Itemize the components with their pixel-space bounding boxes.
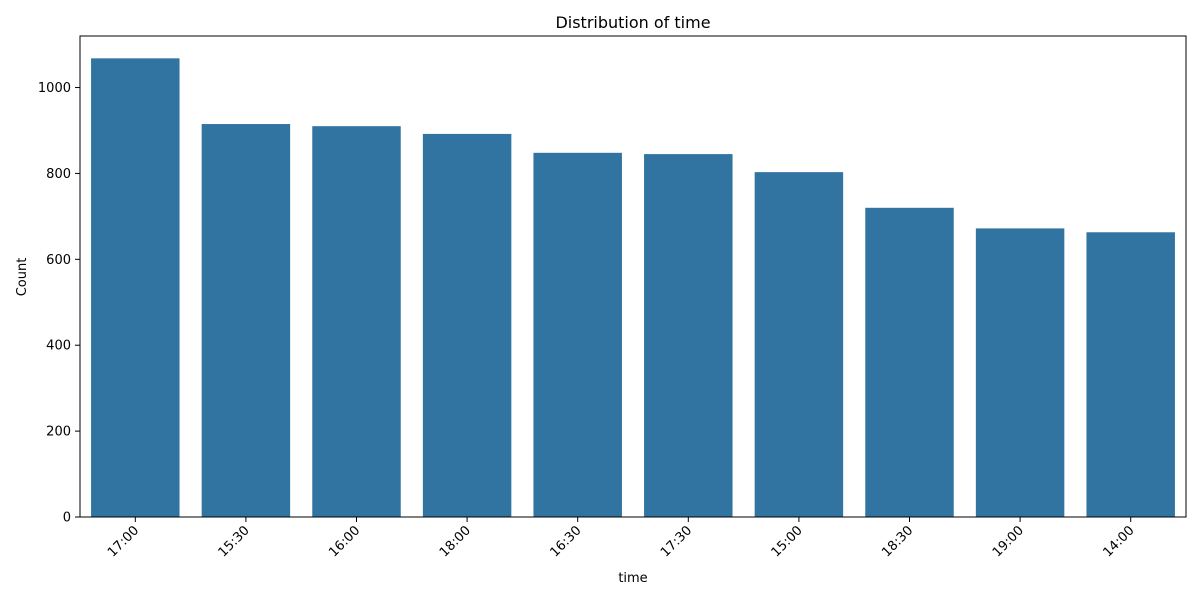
y-axis: 0 200 400 600 800 1000 [38,81,80,526]
plot-frame [79,35,1187,518]
x-axis: 17:00 15:30 16:00 18:00 16:30 17:30 15:00 18:30… [105,517,1138,560]
x-tick-label: 19:00 [990,523,1027,560]
x-tick-label: 16:30 [547,523,584,560]
bar-1900 [975,228,1065,517]
x-tick-label: 18:00 [437,523,474,560]
bar-1600 [312,126,401,517]
x-tick-label: 17:00 [105,523,142,560]
chart-title: Distribution of time [555,13,710,32]
bar-1830 [865,207,954,518]
y-tick-label: 600 [46,253,71,268]
bar-1800 [422,133,512,518]
bar-1530 [201,124,291,517]
x-tick-label: 14:00 [1100,523,1137,560]
y-tick-label: 0 [63,511,71,526]
x-tick-label: 15:00 [769,523,806,560]
y-tick-label: 200 [46,425,71,440]
bar-1500 [754,172,844,517]
y-tick-label: 400 [46,339,71,354]
y-tick-label: 800 [46,167,71,182]
bar-1700 [91,58,180,517]
x-axis-label: time [618,571,647,586]
x-tick-label: 15:30 [216,523,253,560]
bar-1630 [533,152,622,517]
x-tick-label: 16:00 [326,523,363,560]
y-axis-label: Count [15,258,30,297]
bar-1400 [1086,232,1175,517]
bar-1730 [644,154,733,517]
x-tick-label: 17:30 [658,523,695,560]
bars-group [91,58,1175,518]
x-tick-label: 18:30 [879,523,916,560]
y-tick-label: 1000 [38,81,71,96]
